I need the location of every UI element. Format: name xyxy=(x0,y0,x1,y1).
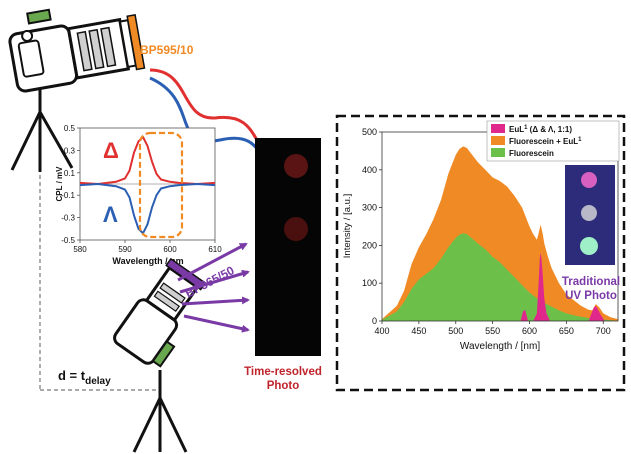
top-camera: BP595/10 xyxy=(8,8,194,172)
top-tripod xyxy=(10,88,74,172)
top-camera-hotshoe xyxy=(26,8,52,25)
uv-arrow-4 xyxy=(183,314,250,333)
cpl-ytick-label-3: -0.1 xyxy=(61,191,75,200)
legend-item-eul: EuL1 (Δ & Λ, 1:1) xyxy=(509,125,572,134)
spectrum-xtick-label-6: 700 xyxy=(596,326,611,336)
spectrum-ytick-label-3: 300 xyxy=(362,203,377,213)
cpl-ytick-label-4: -0.3 xyxy=(61,214,75,223)
spectrum-xtick-label-5: 650 xyxy=(559,326,574,336)
tr-sample-spot-2 xyxy=(284,217,308,241)
uv-sample-spot-fluorescein xyxy=(580,237,598,255)
time-resolved-photo xyxy=(255,138,321,356)
uv-arrow-2 xyxy=(179,269,250,294)
cpl-annotation-lambda: Λ xyxy=(103,202,118,227)
top-filter-label: BP595/10 xyxy=(140,43,194,57)
spectrum-xtick-label-2: 500 xyxy=(448,326,463,336)
spectrum-area-eul xyxy=(514,253,605,321)
uv-arrows xyxy=(177,242,250,333)
cpl-lines xyxy=(79,136,216,235)
emission-spectrum-chart: 400 450 500 550 600 650 700 0 100 200 300 400 500 Wa… xyxy=(342,120,620,352)
cpl-chart: 580 590 600 610 0.5 0.3 0.1 -0.1 -0.3 -0.5 Δ Λ Wa… xyxy=(55,124,222,266)
spectrum-xlabel: Wavelength / [nm] xyxy=(460,341,540,352)
cpl-annotation-delta: Δ xyxy=(103,138,119,163)
spectrum-ticks: 400 450 500 550 600 650 700 0 100 200 300 400 500 xyxy=(362,127,611,336)
spectrum-ytick-label-0: 0 xyxy=(372,316,377,326)
delay-label: d = tdelay xyxy=(58,368,111,387)
legend-swatch-fluorescein-eul xyxy=(491,136,505,145)
uv-photo-label-line1: Traditional xyxy=(562,276,620,288)
cpl-series-line-0 xyxy=(79,136,216,185)
delay-connector xyxy=(39,175,160,391)
uv-sample-spot-eul xyxy=(581,172,597,188)
tr-sample-spot-1 xyxy=(284,154,308,178)
cpl-ylabel: CPL / mV xyxy=(55,166,64,202)
legend-swatch-fluorescein xyxy=(491,148,505,157)
spectrum-ytick-label-5: 500 xyxy=(362,127,377,137)
time-resolved-label-line1: Time-resolved xyxy=(244,366,322,378)
uv-sample-spot-mixture xyxy=(581,205,597,221)
uv-arrow-3 xyxy=(181,296,250,306)
top-camera-body xyxy=(8,24,79,93)
spectrum-area-fluorescein xyxy=(382,233,618,321)
cpl-xtick-label-3: 610 xyxy=(208,245,222,254)
spectrum-ytick-label-2: 200 xyxy=(362,240,377,250)
time-resolved-label-line2: Photo xyxy=(267,380,300,392)
uv-photo xyxy=(565,165,615,265)
bottom-camera: BP365/50 xyxy=(113,257,237,453)
uv-photo-label-line2: UV Photo xyxy=(565,290,617,302)
cpl-ytick-label-2: 0.1 xyxy=(64,169,76,178)
spectrum-xtick-label-3: 550 xyxy=(485,326,500,336)
cpl-highlight-box xyxy=(138,131,184,239)
legend-box xyxy=(486,120,620,162)
cpl-xtick-label-0: 580 xyxy=(73,245,87,254)
top-camera-filter xyxy=(126,14,146,71)
uv-arrow-1 xyxy=(177,242,248,282)
legend-item-fluorescein-eul: Fluorescein + EuL1 xyxy=(509,137,582,146)
spectrum-ytick-label-4: 400 xyxy=(362,165,377,175)
cpl-ytick-label-1: 0.3 xyxy=(64,146,76,155)
spectrum-ytick-label-1: 100 xyxy=(362,278,377,288)
spectrum-areas xyxy=(382,146,618,321)
cpl-series-line-1 xyxy=(79,183,216,235)
legend-swatch-eul xyxy=(491,124,505,133)
cpl-ytick-label-0: 0.5 xyxy=(64,124,76,133)
spectrum-legend: EuL1 (Δ & Λ, 1:1) Fluorescein + EuL1 Flu… xyxy=(486,120,620,162)
spectrum-ylabel: Intensity / [a.u.] xyxy=(342,194,353,258)
cpl-xlabel: Wavelength / nm xyxy=(112,256,183,266)
bottom-tripod xyxy=(132,370,188,453)
cpl-xtick-label-2: 600 xyxy=(163,245,177,254)
spectrum-xtick-label-4: 600 xyxy=(522,326,537,336)
spectrum-xtick-label-0: 400 xyxy=(374,326,389,336)
cpl-xtick-label-1: 590 xyxy=(118,245,132,254)
cpl-ytick-label-5: -0.5 xyxy=(61,236,75,245)
spectrum-xtick-label-1: 450 xyxy=(411,326,426,336)
legend-item-fluorescein: Fluorescein xyxy=(509,149,554,158)
